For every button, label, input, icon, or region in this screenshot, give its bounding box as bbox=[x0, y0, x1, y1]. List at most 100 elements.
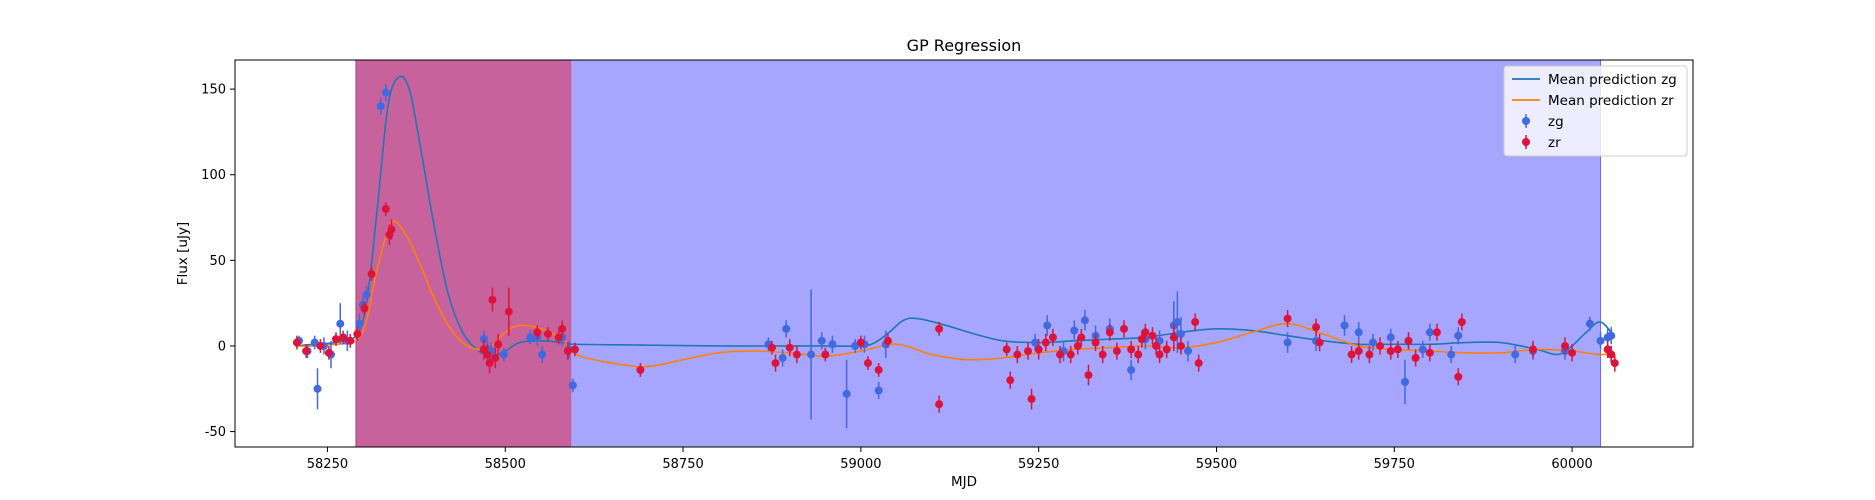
zr-point bbox=[1411, 353, 1420, 362]
zg-point bbox=[1031, 338, 1040, 347]
zg-point bbox=[362, 290, 371, 299]
axis-ticks: 58250 58500 58750 59000 59250 59500 59750 60000… bbox=[201, 83, 1593, 472]
zg-point bbox=[1418, 345, 1427, 354]
x-tick-label: 58250 bbox=[307, 457, 348, 472]
zg-point bbox=[874, 386, 883, 395]
zr-point bbox=[935, 324, 944, 333]
zr-point bbox=[339, 333, 348, 342]
line-mean-prediction-zg bbox=[295, 75, 1616, 358]
zg-point bbox=[1340, 321, 1349, 330]
zr-point bbox=[883, 336, 892, 345]
zr-point bbox=[874, 365, 883, 374]
zr-point bbox=[1084, 371, 1093, 380]
legend-label: Mean prediction zg bbox=[1548, 72, 1677, 88]
zg-point bbox=[355, 319, 364, 328]
zr-point bbox=[1152, 341, 1161, 350]
y-tick-label: -50 bbox=[205, 425, 226, 440]
x-tick-label: 59750 bbox=[1374, 457, 1415, 472]
zr-point bbox=[1610, 359, 1619, 368]
zr-point bbox=[1112, 347, 1121, 356]
zr-point bbox=[316, 341, 325, 350]
x-tick-label: 58750 bbox=[662, 457, 703, 472]
zr-point bbox=[346, 336, 355, 345]
zg-point bbox=[1386, 333, 1395, 342]
zr-point bbox=[1105, 328, 1114, 337]
zr-point bbox=[381, 204, 390, 213]
zr-point bbox=[367, 270, 376, 279]
shaded-region-1 bbox=[355, 59, 572, 448]
zr-point bbox=[1073, 341, 1082, 350]
zr-point bbox=[1041, 338, 1050, 347]
zg-point bbox=[1127, 365, 1136, 374]
zr-point bbox=[353, 329, 362, 338]
zr-point bbox=[504, 307, 513, 316]
zr-point bbox=[292, 338, 301, 347]
zr-point bbox=[558, 324, 567, 333]
legend-label: Mean prediction zr bbox=[1548, 93, 1674, 109]
axes-frame bbox=[234, 59, 1694, 448]
legend-box bbox=[1503, 65, 1688, 157]
zg-point bbox=[526, 333, 535, 342]
zg-point bbox=[1454, 331, 1463, 340]
zr-point bbox=[1365, 350, 1374, 359]
points-zg bbox=[295, 83, 1616, 429]
zr-point bbox=[1386, 347, 1395, 356]
zg-point bbox=[376, 102, 385, 111]
zg-point bbox=[1425, 328, 1434, 337]
zr-point bbox=[785, 343, 794, 352]
y-axis-label: Flux [uJy] bbox=[175, 222, 191, 285]
zg-point bbox=[807, 350, 816, 359]
zr-point bbox=[1568, 348, 1577, 357]
zr-point bbox=[1376, 341, 1385, 350]
zg-point bbox=[1607, 331, 1616, 340]
zr-point bbox=[570, 345, 579, 354]
zg-point bbox=[1585, 319, 1594, 328]
zr-point bbox=[792, 350, 801, 359]
zr-point bbox=[1162, 345, 1171, 354]
zg-point bbox=[1043, 321, 1052, 330]
zg-point bbox=[817, 336, 826, 345]
zr-point bbox=[1066, 350, 1075, 359]
zr-point bbox=[1457, 317, 1466, 326]
zr-point bbox=[856, 338, 865, 347]
zr-point bbox=[1454, 372, 1463, 381]
x-tick-label: 59500 bbox=[1196, 457, 1237, 472]
zr-point bbox=[1347, 350, 1356, 359]
zr-point bbox=[331, 335, 340, 344]
zr-point bbox=[1027, 395, 1036, 404]
legend-label: zg bbox=[1548, 114, 1564, 130]
zr-point bbox=[1034, 345, 1043, 354]
chart-title: GP Regression bbox=[907, 36, 1022, 55]
zr-point bbox=[1077, 333, 1086, 342]
zr-point bbox=[387, 225, 396, 234]
zr-point bbox=[543, 329, 552, 338]
zg-point bbox=[842, 389, 851, 398]
x-tick-label: 60000 bbox=[1551, 457, 1592, 472]
zr-point bbox=[1194, 359, 1203, 368]
zr-point bbox=[533, 328, 542, 337]
zr-point bbox=[1432, 328, 1441, 337]
zg-point bbox=[313, 384, 322, 393]
zg-point bbox=[1596, 336, 1605, 345]
y-tick-label: 100 bbox=[201, 168, 226, 183]
data-points bbox=[292, 83, 1619, 429]
zg-point bbox=[1368, 338, 1377, 347]
zr-point bbox=[1127, 345, 1136, 354]
zr-point bbox=[1283, 314, 1292, 323]
y-tick-label: 50 bbox=[209, 254, 226, 269]
zr-point bbox=[1560, 341, 1569, 350]
zr-point bbox=[324, 348, 333, 357]
zr-point bbox=[636, 365, 645, 374]
zr-point bbox=[1354, 347, 1363, 356]
zg-point bbox=[1184, 347, 1193, 356]
zg-point bbox=[568, 381, 577, 390]
shaded-regions bbox=[355, 59, 1602, 448]
zr-point bbox=[1056, 350, 1065, 359]
zg-point bbox=[499, 350, 508, 359]
zr-point bbox=[302, 347, 311, 356]
zr-point bbox=[935, 400, 944, 409]
zg-point bbox=[336, 319, 345, 328]
zr-point bbox=[1607, 350, 1616, 359]
legend-label: zr bbox=[1548, 135, 1561, 151]
zr-point bbox=[1148, 331, 1157, 340]
